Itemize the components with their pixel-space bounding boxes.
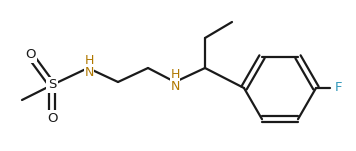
Text: O: O — [25, 48, 35, 61]
Text: F: F — [335, 82, 342, 95]
Text: H: H — [170, 69, 180, 82]
Text: H: H — [84, 55, 94, 67]
Text: S: S — [48, 79, 56, 92]
Text: N: N — [84, 66, 94, 79]
Text: O: O — [47, 111, 57, 125]
Text: N: N — [170, 80, 180, 93]
